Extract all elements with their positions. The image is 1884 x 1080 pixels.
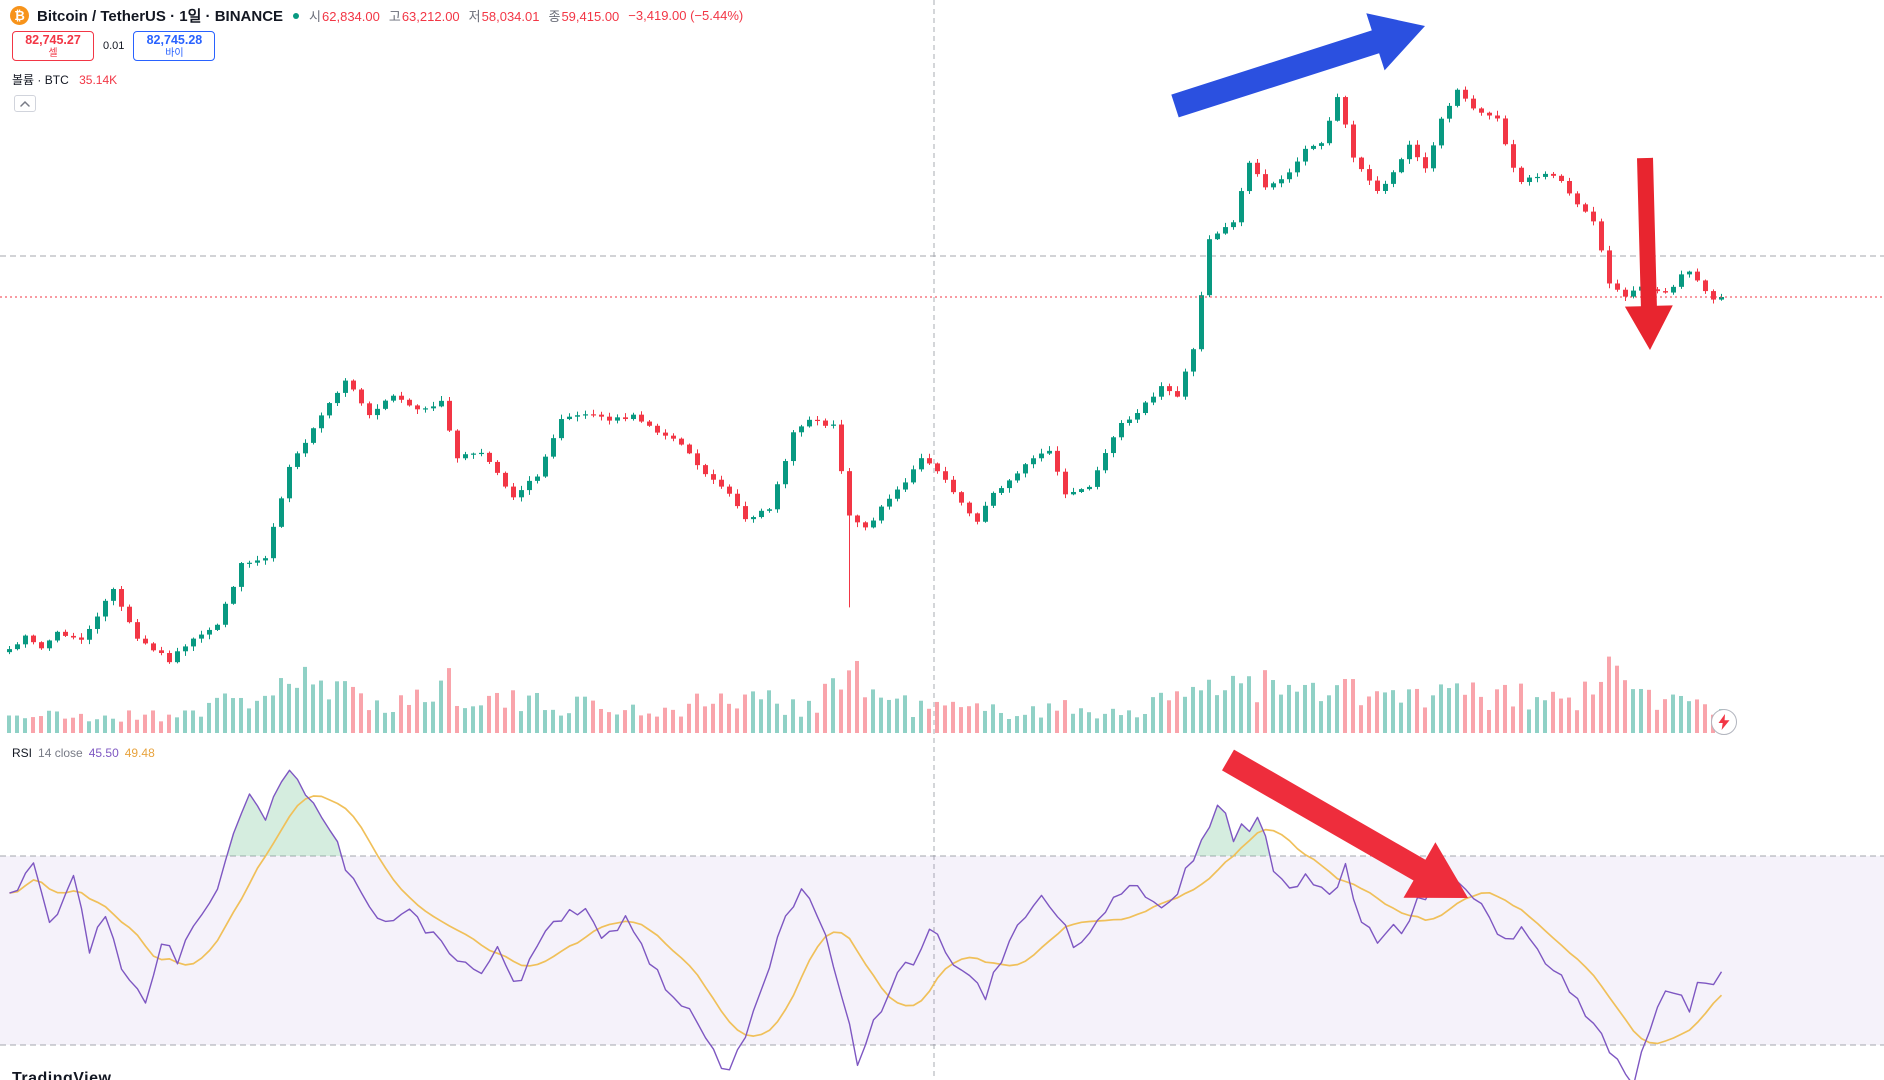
watermark-text: TradingView — [12, 1071, 112, 1080]
bitcoin-logo-icon: ₿ — [10, 6, 29, 25]
buy-label: 바이 — [165, 48, 184, 59]
chart-legend-row: ₿ Bitcoin / TetherUS · 1일 · BINANCE 시62,… — [10, 5, 743, 26]
legend-high-label: 고 — [388, 9, 401, 24]
legend-high: 고63,212.00 — [389, 6, 460, 25]
sell-button[interactable]: 82,745.27 셀 — [12, 31, 94, 61]
red-rsi-arrow[interactable] — [1222, 749, 1468, 898]
tradingview-watermark: TradingView — [12, 1071, 111, 1080]
symbol-title[interactable]: Bitcoin / TetherUS · 1일 · BINANCE — [37, 8, 284, 25]
rsi-indicator-params: 14 close — [38, 746, 83, 760]
drawing-annotations[interactable] — [1171, 13, 1673, 898]
legend-close: 종59,415.00 — [548, 6, 619, 25]
legend-close-label: 종 — [548, 9, 561, 24]
rsi-indicator-name[interactable]: RSI — [12, 746, 33, 760]
legend-low-value: 58,034.01 — [481, 9, 540, 24]
rsi-legend: RSI 14 close 45.50 49.48 — [12, 746, 155, 760]
spread-value[interactable]: 0.01 — [103, 40, 125, 52]
volume-label: 볼륨 · BTC — [12, 73, 69, 87]
legend-open-label: 시 — [309, 9, 322, 24]
legend-low-label: 저 — [468, 9, 481, 24]
legend-change: −3,419.00 (−5.44%) — [628, 8, 744, 23]
volume-legend: 볼륨 · BTC 35.14K — [12, 71, 117, 88]
volume-value: 35.14K — [79, 73, 118, 87]
lightning-bolt-icon — [1718, 714, 1730, 730]
market-status-dot — [293, 12, 300, 19]
ohlc-legend: 시62,834.00 고63,212.00 저58,034.01 종59,415… — [309, 6, 743, 25]
legend-open-value: 62,834.00 — [322, 9, 380, 24]
volume-series — [7, 656, 1723, 733]
buy-price: 82,745.28 — [146, 33, 203, 47]
chevron-up-icon — [20, 100, 30, 107]
collapse-legend-button[interactable] — [14, 95, 36, 112]
legend-open: 시62,834.00 — [309, 6, 380, 25]
sell-label: 셀 — [48, 48, 58, 59]
rsi-current-value: 45.50 — [88, 746, 119, 760]
quick-trade-lightning-icon[interactable] — [1711, 709, 1737, 735]
candlestick-series[interactable] — [7, 86, 1724, 664]
order-panel: 82,745.27 셀 0.01 82,745.28 바이 — [12, 31, 216, 61]
legend-close-value: 59,415.00 — [561, 9, 620, 24]
buy-button[interactable]: 82,745.28 바이 — [133, 31, 216, 61]
legend-high-value: 63,212.00 — [401, 9, 460, 24]
red-down-arrow[interactable] — [1624, 157, 1673, 350]
legend-low: 저58,034.01 — [469, 6, 540, 25]
rsi-ma-current-value: 49.48 — [124, 746, 155, 760]
sell-price: 82,745.27 — [25, 33, 81, 47]
blue-up-arrow[interactable] — [1171, 13, 1425, 118]
